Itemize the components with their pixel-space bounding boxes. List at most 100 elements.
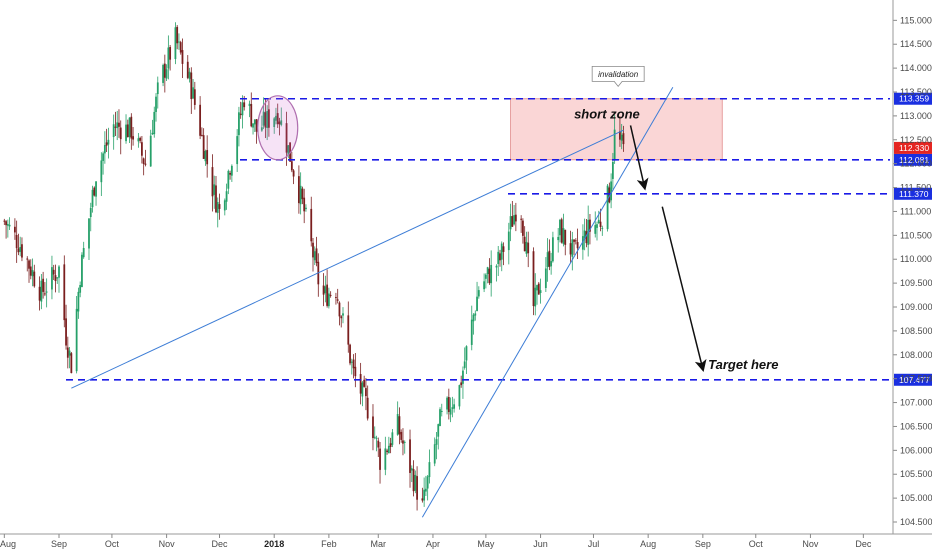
candle-body [88,218,90,249]
candle-body [165,69,168,79]
candle [29,259,32,280]
candle [262,97,265,130]
candle [31,258,34,287]
candle [128,117,131,144]
candle-body [202,135,205,159]
x-tick-label: Sep [51,539,67,549]
candle [165,64,168,82]
candle-body [347,315,350,345]
candle-body [389,443,392,447]
candle-body [114,126,117,128]
candle [336,288,339,304]
candle-body [564,229,567,245]
candle-body [91,189,94,208]
candle-body [132,136,134,140]
candle-body [31,270,34,277]
candle-body [472,314,475,322]
level-price-tag [894,373,932,386]
candle-body [495,265,498,268]
candle [573,239,575,255]
candle [77,287,80,319]
candle [65,304,67,350]
y-tick-label: 115.000 [900,15,932,25]
candle [403,440,406,454]
x-tick-label: 2018 [264,539,284,549]
candle [349,343,351,366]
candle [292,169,295,185]
candle-body [260,127,263,131]
candle-body [266,111,269,128]
candle-body [514,214,517,222]
candle [560,217,563,244]
candle-body [313,251,316,261]
candle [81,252,83,288]
candle [596,221,598,241]
candle-body [54,275,57,282]
candle-body [285,123,288,153]
candle [544,257,547,292]
candle-body [569,243,572,255]
candle-body [268,109,270,128]
candle-body [552,237,554,262]
level-price-label: 111.370 [899,189,929,199]
candle [116,110,119,141]
candle [8,217,11,230]
candle [396,401,399,436]
candle [66,336,69,369]
candle [91,185,94,213]
candle-body [118,122,120,127]
candle [144,149,147,167]
candle [606,184,609,232]
candle [412,460,415,497]
candle-body [585,231,588,244]
candle [451,396,454,418]
candle-body [426,476,429,489]
candle [82,241,85,259]
candle [402,428,404,456]
candle-body [176,26,179,44]
candle [585,219,588,248]
candle-body [215,185,217,213]
candle-body [594,225,597,234]
candle [188,67,191,83]
candle [340,315,343,328]
candle [199,96,202,140]
candle [548,239,551,271]
candle-body [21,244,23,258]
candle-body [193,89,196,105]
candle [89,202,92,232]
candle [477,286,480,299]
candle-body [275,115,277,121]
candle-body [303,197,306,212]
candle-body [116,122,119,129]
candle [347,301,350,353]
candle-body [89,207,92,218]
candle [379,441,381,484]
candle [484,273,487,289]
candle-body [305,207,307,210]
candle-body [312,242,314,258]
candle-body [181,50,184,64]
candle [142,157,145,176]
candle-body [6,223,9,226]
y-tick-label: 108.500 [900,326,932,336]
candle [70,351,73,374]
candle-body [3,220,6,222]
candle-body [539,290,542,293]
candle-body [188,71,191,79]
candle [299,172,302,215]
candle [223,198,226,216]
candle [151,119,154,135]
candle-body [262,111,265,126]
candle [275,107,277,125]
candle-body [112,124,115,138]
current-price-tag [894,141,932,154]
candle [260,115,263,132]
candle-body [440,410,443,412]
candle [190,67,193,114]
candle-body [280,120,283,125]
candle-body [536,285,538,291]
candle-body [488,268,491,284]
candle-body [290,161,293,171]
